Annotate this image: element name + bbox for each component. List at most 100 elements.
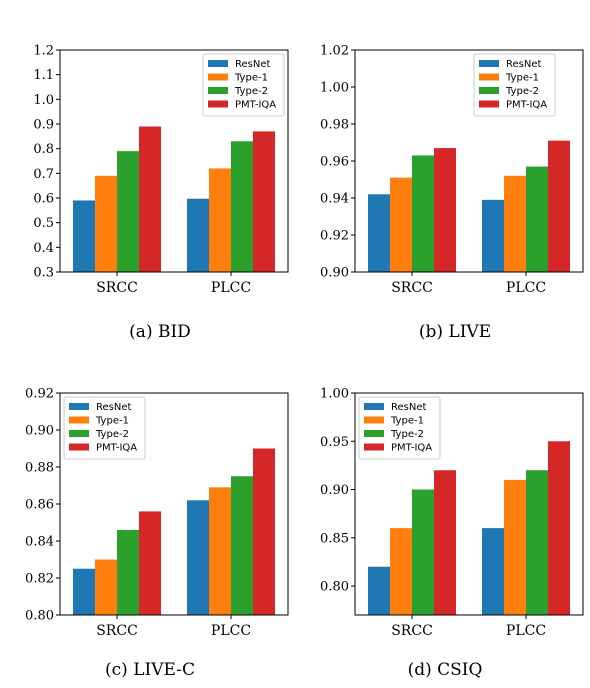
y-tick-label: 0.90 <box>25 424 54 439</box>
legend-label-resnet: ResNet <box>391 402 426 413</box>
y-tick-label: 0.94 <box>320 192 349 207</box>
chart-panel-4: 0.80 0.85 0.90 0.95 1.00 SRCC PLCC ResNet Type-1… <box>320 387 584 680</box>
panel-caption: (c) LIVE-C <box>105 660 195 680</box>
y-tick-label: 0.8 <box>33 142 54 157</box>
legend-label-type-2: Type-2 <box>95 429 129 440</box>
bar-type-2-plcc <box>231 141 253 272</box>
legend: ResNet Type-1 Type-2 PMT-IQA <box>358 396 441 460</box>
y-tick-label: 0.9 <box>33 118 54 133</box>
bar-type-1-plcc <box>209 168 231 272</box>
bar-resnet-srcc <box>73 200 95 272</box>
y-tick-label: 0.95 <box>320 435 349 450</box>
bar-pmt-iqa-plcc <box>253 448 275 615</box>
y-tick-label: 0.90 <box>320 483 349 498</box>
chart-panel-3: 0.80 0.82 0.84 0.86 0.88 0.90 0.92 SRCC PLCC ResN… <box>25 387 289 680</box>
x-tick-label: SRCC <box>96 280 138 296</box>
bar-resnet-srcc <box>368 194 390 272</box>
x-tick-label: PLCC <box>506 280 546 296</box>
chart-panel-1: 0.3 0.4 0.5 0.6 0.7 0.8 0.9 1.0 1.1 1.2 SRCC PLCC Re… <box>33 44 289 342</box>
plot-frame <box>354 392 584 616</box>
legend-label-type-1: Type-1 <box>390 416 424 427</box>
legend-label-type-2: Type-2 <box>505 86 539 97</box>
y-tick-label: 0.90 <box>320 266 349 281</box>
bar-type-2-srcc <box>412 155 434 272</box>
y-tick-label: 0.98 <box>320 118 349 133</box>
legend-label-type-1: Type-1 <box>505 73 539 84</box>
legend-swatch-type-2 <box>364 430 384 437</box>
legend-swatch-type-2 <box>69 430 89 437</box>
y-tick-label: 0.5 <box>33 216 54 231</box>
legend-swatch-type-2 <box>479 87 499 94</box>
y-tick-label: 0.4 <box>33 241 54 256</box>
y-tick-label: 0.88 <box>25 461 54 476</box>
bar-type-2-srcc <box>117 151 139 272</box>
y-tick-label: 0.6 <box>33 192 54 207</box>
legend-swatch-type-1 <box>208 73 228 81</box>
bar-type-2-plcc <box>526 166 548 272</box>
y-tick-label: 1.00 <box>320 81 349 96</box>
y-tick-label: 1.00 <box>320 387 349 402</box>
y-tick-label: 0.80 <box>320 580 349 595</box>
bar-type-1-srcc <box>95 175 117 272</box>
x-tick-label: SRCC <box>96 623 138 639</box>
legend-swatch-resnet <box>364 403 384 410</box>
x-tick-label: SRCC <box>391 623 433 639</box>
bar-type-2-plcc <box>526 470 548 615</box>
y-tick-label: 0.92 <box>25 387 54 402</box>
bar-pmt-iqa-srcc <box>434 148 456 272</box>
y-tick-label: 0.86 <box>25 498 54 513</box>
legend-label-pmt-iqa: PMT-IQA <box>506 100 547 111</box>
legend-swatch-pmt-iqa <box>69 443 89 451</box>
y-tick-label: 1.1 <box>33 68 54 83</box>
legend-swatch-type-1 <box>479 73 499 81</box>
bar-pmt-iqa-srcc <box>139 511 161 615</box>
x-tick-label: PLCC <box>211 623 251 639</box>
legend-swatch-type-1 <box>69 416 89 424</box>
legend-swatch-resnet <box>69 403 89 410</box>
legend-label-pmt-iqa: PMT-IQA <box>96 443 137 454</box>
plot-frame <box>59 49 289 273</box>
bar-pmt-iqa-srcc <box>139 126 161 272</box>
panel-caption: (d) CSIQ <box>408 660 483 680</box>
y-tick-label: 0.80 <box>25 609 54 624</box>
bar-type-2-srcc <box>412 489 434 615</box>
legend: ResNet Type-1 Type-2 PMT-IQA <box>202 53 285 117</box>
bar-pmt-iqa-plcc <box>253 131 275 272</box>
y-tick-label: 1.0 <box>33 93 54 108</box>
legend-label-type-2: Type-2 <box>390 429 424 440</box>
legend-swatch-pmt-iqa <box>208 100 228 108</box>
y-tick-label: 0.82 <box>25 572 54 587</box>
y-tick-label: 0.84 <box>25 535 54 550</box>
bar-type-1-plcc <box>209 487 231 615</box>
legend-label-type-1: Type-1 <box>234 73 268 84</box>
legend-label-resnet: ResNet <box>235 59 270 70</box>
y-tick-label: 0.3 <box>33 266 54 281</box>
bar-type-2-srcc <box>117 529 139 615</box>
bar-type-1-srcc <box>95 559 117 615</box>
y-tick-label: 0.7 <box>33 167 54 182</box>
legend-swatch-pmt-iqa <box>364 443 384 451</box>
legend-swatch-type-1 <box>364 416 384 424</box>
chart-panel-2: 0.90 0.92 0.94 0.96 0.98 1.00 1.02 SRCC PLCC ResN… <box>320 44 584 342</box>
bar-resnet-plcc <box>482 199 504 272</box>
x-tick-label: PLCC <box>211 280 251 296</box>
bar-resnet-srcc <box>73 568 95 615</box>
legend: ResNet Type-1 Type-2 PMT-IQA <box>473 53 556 117</box>
bar-resnet-plcc <box>187 500 209 615</box>
panel-caption: (a) BID <box>129 322 191 342</box>
legend-label-resnet: ResNet <box>96 402 131 413</box>
legend-swatch-resnet <box>479 60 499 67</box>
x-tick-label: PLCC <box>506 623 546 639</box>
bar-pmt-iqa-plcc <box>548 441 570 615</box>
bar-pmt-iqa-plcc <box>548 140 570 272</box>
legend-swatch-pmt-iqa <box>479 100 499 108</box>
legend-swatch-resnet <box>208 60 228 67</box>
legend-label-resnet: ResNet <box>506 59 541 70</box>
legend-label-pmt-iqa: PMT-IQA <box>391 443 432 454</box>
bar-type-1-srcc <box>390 177 412 272</box>
bar-resnet-srcc <box>368 566 390 615</box>
y-tick-label: 0.96 <box>320 155 349 170</box>
legend-swatch-type-2 <box>208 87 228 94</box>
bar-type-1-plcc <box>504 479 526 615</box>
